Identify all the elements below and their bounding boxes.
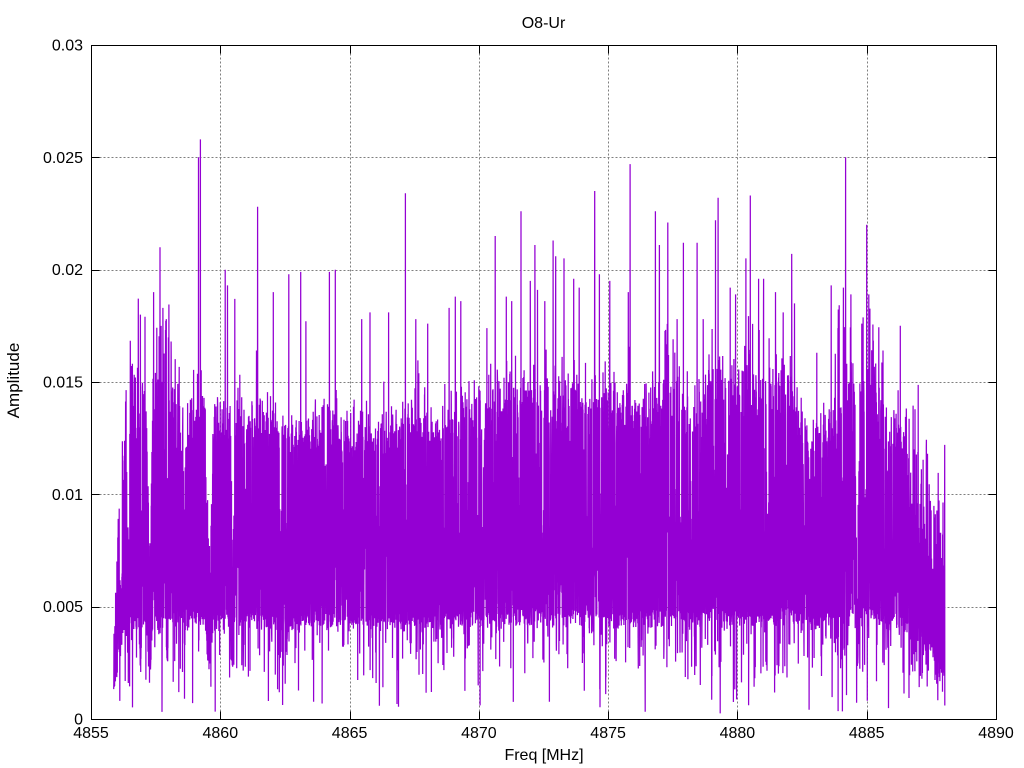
svg-text:0.02: 0.02 [52,262,83,279]
svg-text:4865: 4865 [332,725,368,742]
svg-text:4890: 4890 [978,725,1014,742]
svg-text:4855: 4855 [73,725,109,742]
svg-text:Freq [MHz]: Freq [MHz] [504,747,583,764]
svg-text:0.005: 0.005 [43,599,83,616]
svg-text:O8-Ur: O8-Ur [522,15,566,32]
svg-text:4860: 4860 [203,725,239,742]
svg-text:4875: 4875 [590,725,626,742]
svg-text:4885: 4885 [849,725,885,742]
svg-text:Amplitude: Amplitude [4,343,23,419]
svg-text:0.025: 0.025 [43,150,83,167]
svg-text:0.015: 0.015 [43,375,83,392]
svg-text:0.03: 0.03 [52,38,83,55]
svg-text:0: 0 [74,712,83,729]
svg-text:0.01: 0.01 [52,487,83,504]
svg-text:4880: 4880 [720,725,756,742]
svg-text:4870: 4870 [461,725,497,742]
